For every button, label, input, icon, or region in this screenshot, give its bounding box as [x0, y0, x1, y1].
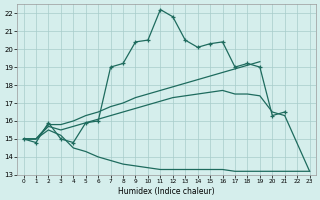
X-axis label: Humidex (Indice chaleur): Humidex (Indice chaleur) [118, 187, 215, 196]
